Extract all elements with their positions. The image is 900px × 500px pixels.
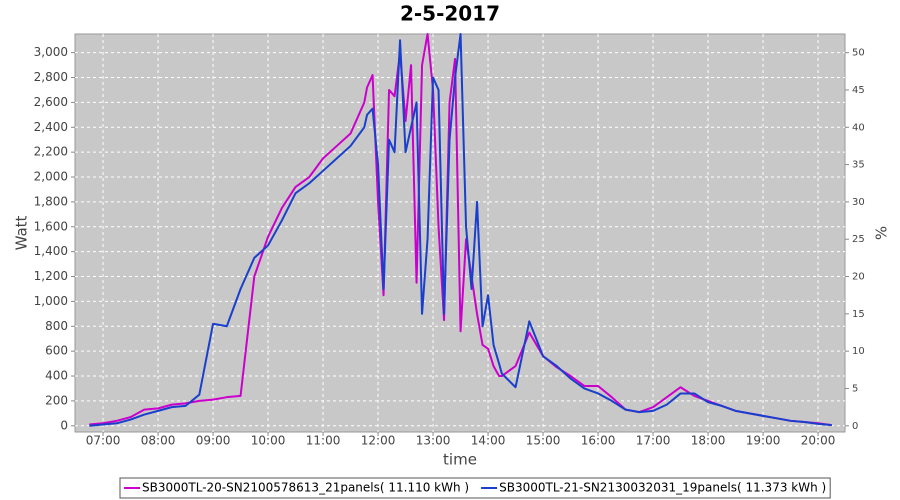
x-tick-label: 09:00 [196,434,231,448]
y-tick-label: 2,800 [34,70,68,84]
y-tick-label: 1,000 [34,294,68,308]
x-tick-label: 17:00 [636,434,671,448]
y-tick-label: 3,000 [34,45,68,59]
y-tick-label: 400 [45,369,68,383]
legend [119,477,831,499]
x-tick-label: 19:00 [746,434,781,448]
y2-tick-label: 40 [852,122,865,133]
y-tick-label: 2,200 [34,145,68,159]
y-axis-label: Watt [13,215,31,250]
x-axis-label: time [443,451,477,469]
y-tick-label: 600 [45,344,68,358]
y2-tick-label: 10 [852,346,865,357]
legend-label: SB3000TL-20-SN2100578613_21panels( 11.11… [142,481,469,495]
y2-tick-label: 15 [852,309,865,320]
y-tick-label: 0 [60,418,68,432]
y2-tick-label: 30 [852,197,865,208]
y2-tick-label: 20 [852,272,865,283]
y-tick-label: 1,600 [34,219,68,233]
y-tick-label: 800 [45,319,68,333]
x-tick-label: 07:00 [86,434,121,448]
y2-tick-label: 5 [852,383,858,394]
y-tick-label: 1,400 [34,244,68,258]
y-tick-label: 2,600 [34,95,68,109]
x-tick-label: 15:00 [526,434,561,448]
x-tick-label: 20:00 [801,434,836,448]
y-tick-label: 2,000 [34,170,68,184]
y2-tick-label: 0 [852,421,858,432]
x-tick-label: 08:00 [141,434,176,448]
x-tick-label: 10:00 [251,434,286,448]
plot-area [74,33,846,433]
y-tick-label: 2,400 [34,120,68,134]
series-line [89,33,832,427]
x-tick-label: 11:00 [306,434,341,448]
x-tick-label: 18:00 [691,434,726,448]
y-tick-label: 1,800 [34,194,68,208]
y-tick-label: 200 [45,393,68,407]
x-tick-label: 16:00 [581,434,616,448]
y2-tick-label: 35 [852,160,865,171]
x-tick-label: 13:00 [416,434,451,448]
x-tick-label: 14:00 [471,434,506,448]
legend-label: SB3000TL-21-SN2130032031_19panels( 11.37… [499,481,826,495]
y2-tick-label: 50 [852,48,865,59]
y2-tick-label: 25 [852,234,865,245]
series-line [89,33,832,427]
y-tick-label: 1,200 [34,269,68,283]
y2-axis-label: % [873,226,891,240]
chart-title: 2-5-2017 [400,2,500,26]
x-tick-label: 12:00 [361,434,396,448]
y2-tick-label: 45 [852,85,865,96]
